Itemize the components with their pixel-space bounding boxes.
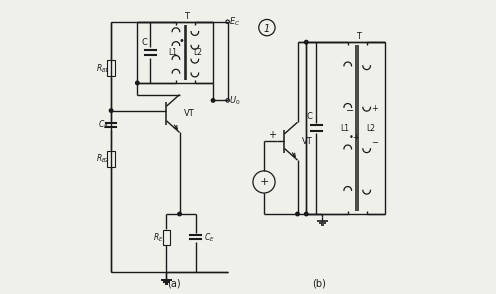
Bar (108, 151, 115, 167)
Text: •+: •+ (349, 133, 361, 142)
Text: VT: VT (184, 109, 195, 118)
Text: +: + (372, 103, 378, 113)
Text: L1: L1 (340, 123, 349, 133)
Text: +: + (268, 130, 276, 140)
Text: $R_{B2}$: $R_{B2}$ (96, 152, 110, 165)
Text: $C_E$: $C_E$ (204, 231, 215, 243)
Bar (108, 60, 115, 76)
Circle shape (211, 99, 215, 102)
Text: −: − (372, 138, 378, 148)
Text: L2: L2 (193, 48, 202, 57)
Text: 1: 1 (264, 24, 270, 34)
Text: T: T (356, 32, 361, 41)
Text: L2: L2 (366, 123, 375, 133)
Text: $U_0$: $U_0$ (229, 94, 241, 107)
Circle shape (178, 212, 182, 216)
Text: $R_{B1}$: $R_{B1}$ (96, 62, 110, 75)
Text: (a): (a) (167, 279, 181, 289)
Text: $E_C$: $E_C$ (229, 16, 241, 28)
Text: T: T (185, 12, 189, 21)
Circle shape (305, 212, 308, 216)
Bar (163, 230, 170, 245)
Circle shape (305, 40, 308, 44)
Text: C: C (306, 112, 312, 121)
Circle shape (296, 212, 299, 216)
Text: $C_B$: $C_B$ (98, 119, 108, 131)
Circle shape (110, 109, 113, 112)
Text: −: − (346, 106, 355, 116)
Text: C: C (141, 38, 147, 47)
Text: •: • (179, 36, 185, 46)
Text: L1: L1 (169, 48, 178, 57)
Text: +: + (259, 177, 269, 187)
Circle shape (135, 81, 139, 85)
Text: $R_E$: $R_E$ (153, 231, 164, 243)
Text: VT: VT (302, 137, 312, 146)
Text: (b): (b) (312, 279, 326, 289)
